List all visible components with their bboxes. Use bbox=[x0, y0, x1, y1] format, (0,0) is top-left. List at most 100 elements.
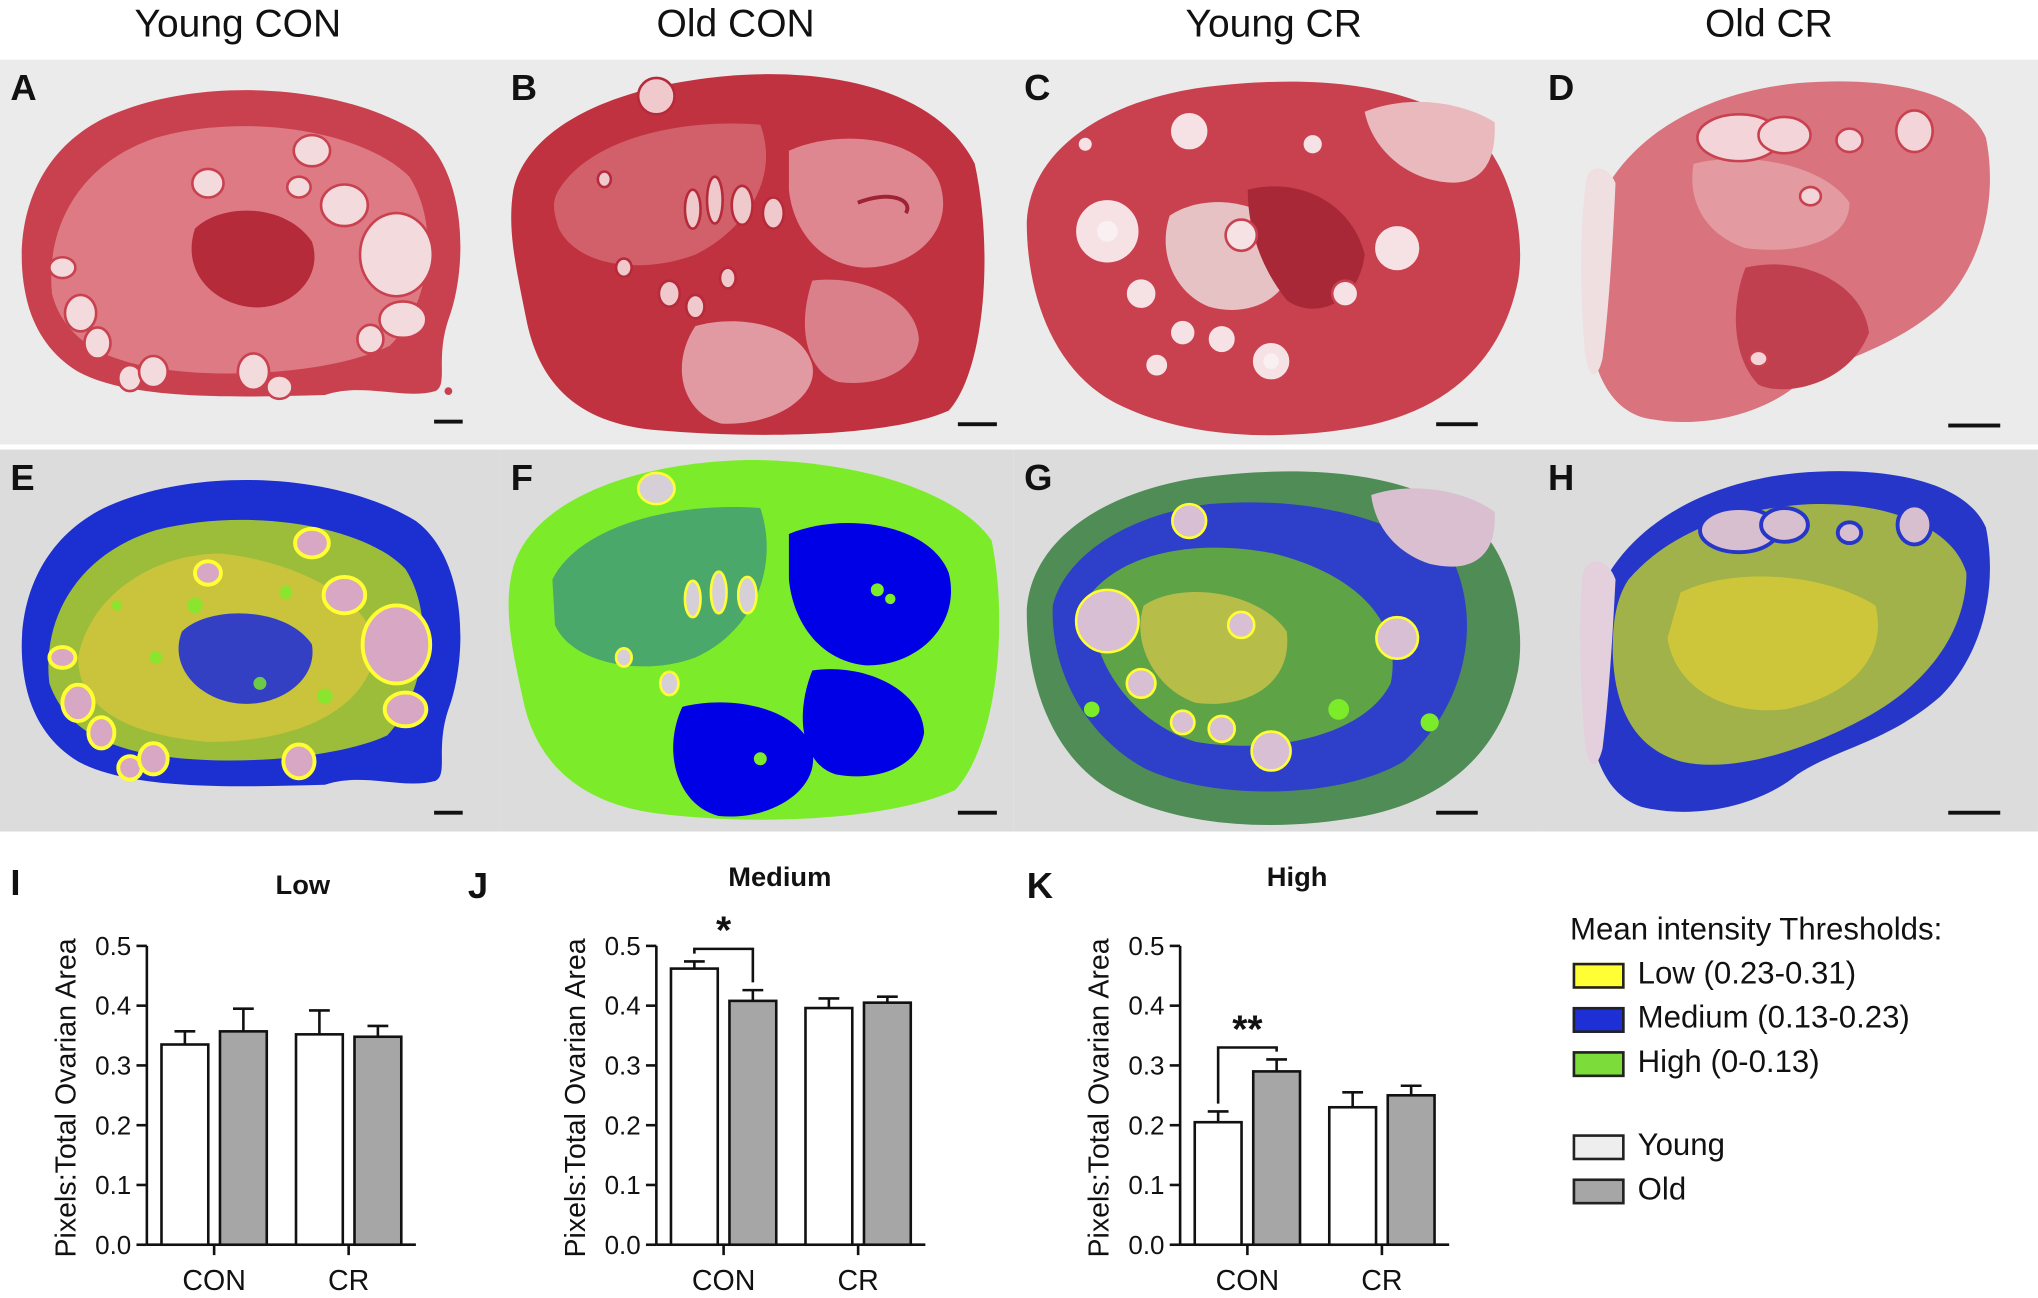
bar-young-con bbox=[1193, 1120, 1243, 1247]
legend-label: Old bbox=[1637, 1171, 1687, 1208]
bar-old-con bbox=[728, 999, 778, 1247]
chart-title-low: Low bbox=[275, 870, 331, 901]
column-title-young-con: Young CON bbox=[134, 2, 342, 46]
y-tick-label: 0.0 bbox=[95, 1230, 131, 1260]
scale-bar bbox=[1436, 810, 1478, 815]
y-tick-label: 0.4 bbox=[95, 991, 131, 1021]
ovary-section-he-young-con bbox=[21, 90, 461, 401]
panel-letter-e: E bbox=[10, 457, 35, 498]
threshold-panel-e: E bbox=[0, 449, 501, 832]
bar-old-cr bbox=[353, 1035, 403, 1247]
x-tick-label: CR bbox=[837, 1265, 878, 1297]
y-axis-title: Pixels:Total Ovarian Area bbox=[560, 938, 592, 1257]
y-tick-label: 0.1 bbox=[95, 1170, 131, 1200]
scale-bar bbox=[434, 810, 463, 815]
bar-old-cr bbox=[1386, 1094, 1436, 1247]
bar-young-cr bbox=[1327, 1105, 1378, 1247]
legend-item-low: Low (0.23-0.31) bbox=[1570, 956, 2012, 1000]
ovary-section-he-young-cr bbox=[1026, 81, 1521, 436]
significance-bracket bbox=[693, 947, 755, 983]
legend-swatch-medium bbox=[1572, 1006, 1625, 1033]
significance-label: ** bbox=[1232, 1008, 1263, 1051]
x-tick-label: CON bbox=[1216, 1265, 1280, 1297]
legend-swatch-high bbox=[1572, 1051, 1625, 1078]
bar-old-con bbox=[1251, 1070, 1302, 1247]
legend-item-high: High (0-0.13) bbox=[1570, 1045, 2012, 1089]
y-axis-title: Pixels:Total Ovarian Area bbox=[50, 938, 82, 1257]
y-tick-label: 0.3 bbox=[95, 1051, 131, 1081]
scale-bar bbox=[1436, 422, 1478, 427]
panel-letter-k: K bbox=[1026, 865, 1054, 906]
panel-letter-i: I bbox=[10, 862, 21, 904]
bar-old-con bbox=[218, 1030, 269, 1247]
scale-bar bbox=[1948, 423, 2001, 428]
panel-letter-d: D bbox=[1547, 67, 1575, 108]
panel-letter-g: G bbox=[1024, 457, 1053, 498]
x-tick-label: CON bbox=[182, 1265, 246, 1297]
scale-bar bbox=[1948, 810, 2001, 815]
y-tick-label: 0.2 bbox=[95, 1110, 131, 1140]
y-tick-label: 0.5 bbox=[605, 931, 641, 961]
legend: Mean intensity Thresholds: Low (0.23-0.3… bbox=[1570, 912, 2012, 1216]
legend-item-young: Young bbox=[1570, 1128, 2012, 1172]
column-title-old-con: Old CON bbox=[656, 2, 815, 46]
y-tick-label: 0.5 bbox=[95, 931, 131, 961]
ovary-threshold-map-old-cr bbox=[1580, 471, 1990, 812]
x-tick-label: CON bbox=[692, 1265, 756, 1297]
panel-letter-c: C bbox=[1024, 67, 1051, 108]
bar-old-cr bbox=[862, 1001, 913, 1247]
ovary-threshold-map-young-con bbox=[21, 479, 461, 787]
chart-title-medium: Medium bbox=[728, 862, 832, 893]
y-tick-label: 0.4 bbox=[1128, 991, 1164, 1021]
y-tick-label: 0.2 bbox=[1128, 1110, 1164, 1140]
scale-bar bbox=[957, 422, 997, 427]
y-tick-label: 0.3 bbox=[605, 1051, 641, 1081]
ovary-section-he-old-con bbox=[511, 74, 985, 435]
threshold-panel-h: H bbox=[1537, 449, 2038, 832]
scale-bar bbox=[434, 419, 463, 424]
bar-young-cr bbox=[294, 1033, 345, 1247]
bar-young-con bbox=[160, 1043, 210, 1247]
legend-swatch-young bbox=[1572, 1134, 1625, 1161]
x-tick-label: CR bbox=[328, 1265, 369, 1297]
panel-letter-b: B bbox=[510, 67, 538, 108]
y-tick-label: 0.5 bbox=[1128, 931, 1164, 961]
he-panel-b: B bbox=[500, 59, 1014, 445]
legend-label: Young bbox=[1637, 1127, 1725, 1163]
legend-label: Medium (0.13-0.23) bbox=[1637, 1000, 1910, 1036]
legend-label: High (0-0.13) bbox=[1637, 1044, 1820, 1080]
significance-bracket bbox=[1216, 1046, 1278, 1104]
column-title-young-cr: Young CR bbox=[1185, 2, 1362, 46]
y-tick-label: 0.2 bbox=[605, 1110, 641, 1140]
he-panel-d: D bbox=[1537, 59, 2038, 445]
ovary-section-he-old-cr bbox=[1581, 81, 1990, 423]
bar-chart-high: Pixels:Total Ovarian Area 0.0 0.1 0.2 0.3 0.4… bbox=[1084, 931, 1450, 1297]
x-tick-label: CR bbox=[1361, 1265, 1402, 1297]
threshold-panel-f: F bbox=[500, 449, 1014, 832]
legend-title: Mean intensity Thresholds: bbox=[1570, 912, 1943, 948]
y-tick-label: 0.1 bbox=[1128, 1170, 1164, 1200]
panel-letter-j: J bbox=[467, 865, 489, 906]
he-panel-c: C bbox=[1013, 59, 1538, 445]
y-axis-title: Pixels:Total Ovarian Area bbox=[1084, 938, 1116, 1257]
y-tick-label: 0.0 bbox=[1128, 1230, 1164, 1260]
y-tick-label: 0.1 bbox=[605, 1170, 641, 1200]
legend-swatch-low bbox=[1572, 962, 1625, 989]
column-title-old-cr: Old CR bbox=[1704, 2, 1833, 46]
threshold-panel-g: G bbox=[1013, 449, 1538, 832]
bar-chart-medium: Pixels:Total Ovarian Area 0.0 0.1 0.2 0.3 0.4… bbox=[560, 910, 926, 1297]
bar-young-con bbox=[669, 967, 720, 1247]
legend-item-old: Old bbox=[1570, 1172, 2012, 1216]
panel-letter-f: F bbox=[510, 457, 534, 498]
panel-letter-h: H bbox=[1547, 457, 1575, 498]
legend-swatch-old bbox=[1572, 1178, 1625, 1205]
chart-title-high: High bbox=[1266, 862, 1328, 893]
y-tick-label: 0.4 bbox=[605, 991, 641, 1021]
ovary-threshold-map-young-cr bbox=[1026, 471, 1521, 825]
y-tick-label: 0.0 bbox=[605, 1230, 641, 1260]
bar-chart-low: Pixels:Total Ovarian Area 0.0 0.1 0.2 0.3 0.4… bbox=[50, 931, 416, 1297]
ovary-threshold-map-old-con bbox=[508, 459, 1000, 820]
significance-label: * bbox=[716, 910, 732, 953]
panel-letter-a: A bbox=[10, 67, 37, 108]
